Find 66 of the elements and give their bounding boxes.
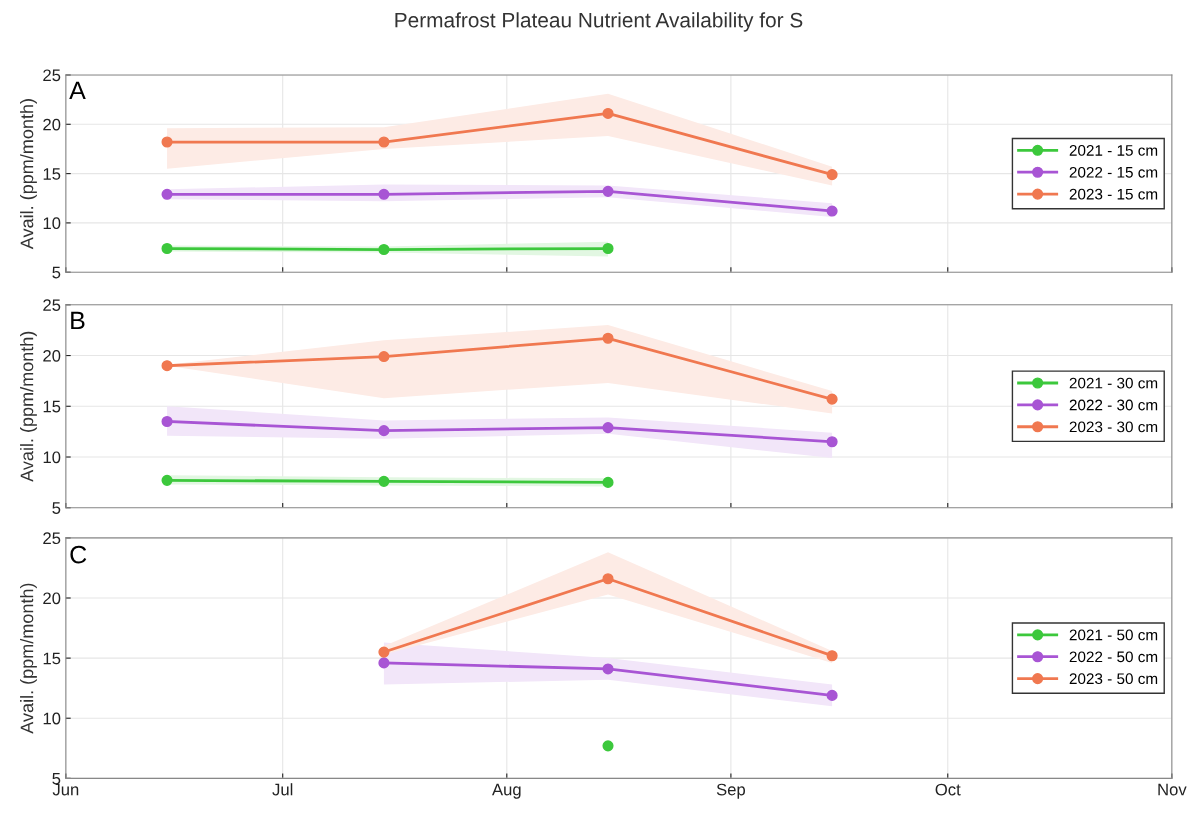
y-tick-label: 20 (43, 592, 61, 605)
point (602, 185, 614, 197)
y-tick-label: 15 (43, 652, 61, 665)
point (826, 169, 838, 181)
point (378, 425, 390, 437)
x-tick-label: Aug (492, 783, 521, 799)
point (602, 107, 614, 119)
chart-title: Permafrost Plateau Nutrient Availability for S (395, 12, 803, 32)
point (826, 650, 838, 662)
y-tick-label: 10 (43, 451, 61, 464)
point (161, 415, 173, 428)
y-axis-title: Avail. (ppm/month) (20, 331, 37, 482)
x-tick-label: Jul (272, 783, 293, 796)
y-tick-label: 5 (52, 502, 61, 514)
y-axis-title: Avail. (ppm/month) (20, 99, 37, 250)
point (161, 242, 173, 255)
point (826, 689, 838, 701)
legend-label: 2021 - 30 cm (1069, 377, 1158, 389)
annotation: B (71, 311, 85, 330)
point (602, 422, 614, 434)
point (378, 657, 390, 669)
y-tick-label: 15 (43, 168, 61, 180)
legend-label: 2022 - 15 cm (1069, 166, 1158, 178)
legend-label: 2021 - 50 cm (1069, 629, 1158, 641)
legend-label: 2022 - 30 cm (1069, 399, 1158, 411)
point (161, 474, 173, 486)
y-tick-label: 5 (52, 772, 61, 785)
legend-label: 2022 - 50 cm (1069, 651, 1158, 663)
point (602, 663, 614, 675)
y-tick-label: 5 (52, 266, 61, 279)
point (378, 188, 390, 200)
point (378, 243, 390, 256)
point (602, 332, 614, 344)
x-tick-label: Oct (935, 783, 961, 796)
annotation: C (70, 545, 87, 564)
x-tick-label: Jun (52, 783, 79, 796)
point (602, 476, 614, 488)
y-axis-title: Avail. (ppm/month) (20, 583, 37, 734)
point (161, 188, 173, 200)
point (826, 393, 838, 405)
point (602, 242, 614, 255)
y-tick-label: 10 (43, 712, 61, 725)
point (602, 740, 614, 752)
point (161, 136, 173, 148)
x-tick-label: Sep (716, 783, 746, 799)
y-tick-label: 25 (43, 299, 61, 312)
y-tick-label: 15 (43, 400, 61, 413)
point (378, 475, 390, 487)
y-tick-label: 25 (43, 69, 61, 82)
y-tick-label: 25 (43, 532, 61, 545)
legend-label: 2021 - 15 cm (1069, 145, 1158, 156)
y-tick-label: 10 (43, 217, 61, 230)
point (378, 136, 390, 148)
legend-label: 2023 - 50 cm (1069, 673, 1158, 685)
point (378, 646, 390, 658)
point (602, 573, 614, 585)
legend-label: 2023 - 30 cm (1069, 421, 1158, 433)
y-tick-label: 20 (43, 349, 61, 362)
point (378, 351, 390, 363)
x-tick-label: Nov (1158, 783, 1187, 796)
point (161, 360, 173, 372)
point (826, 205, 838, 217)
y-tick-label: 20 (43, 118, 61, 131)
legend-label: 2023 - 15 cm (1069, 188, 1158, 200)
point (826, 436, 838, 448)
annotation: A (69, 81, 86, 100)
